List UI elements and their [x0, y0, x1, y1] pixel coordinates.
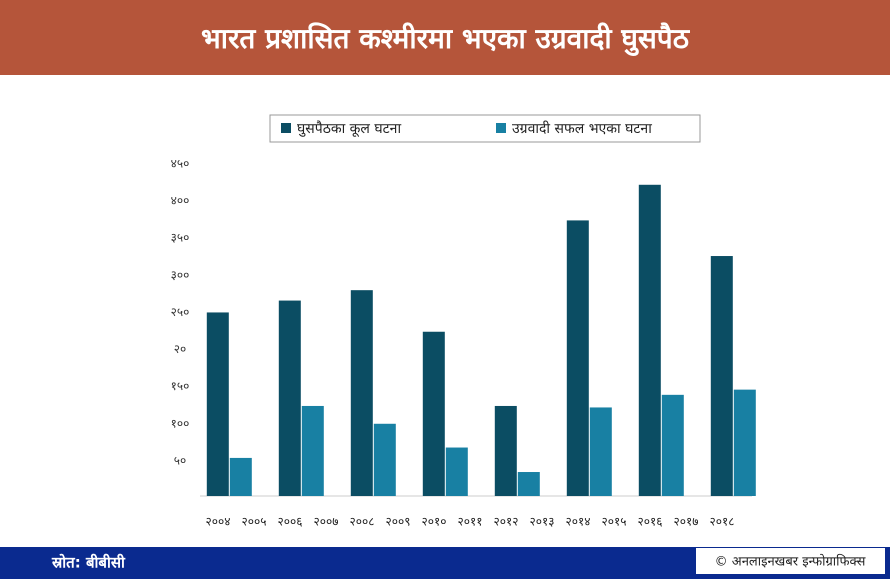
legend-box	[269, 114, 701, 143]
y-tick-label: १५०	[171, 379, 190, 393]
y-tick-label: ३००	[171, 268, 190, 282]
x-tick-label: २००६	[278, 515, 303, 529]
title: भारत प्रशासित कश्मीरमा भएका उग्रवादी घुस…	[201, 22, 691, 56]
x-tick-label: २००५	[242, 515, 267, 529]
x-tick-label: २००७	[314, 515, 339, 529]
bar	[589, 407, 612, 496]
bar	[422, 331, 445, 496]
x-tick-label: २०१३	[530, 515, 555, 529]
bar	[638, 184, 661, 496]
bar	[206, 312, 229, 496]
credit-box	[696, 548, 885, 574]
legend-swatch	[281, 123, 291, 133]
bar	[566, 220, 589, 497]
y-tick-label: २०	[174, 342, 186, 356]
x-tick-label: २००८	[350, 515, 375, 529]
title-bar	[0, 0, 890, 75]
credit: © अनलाइनखबर इन्फोग्राफिक्स	[715, 554, 866, 570]
bar	[710, 256, 733, 496]
y-tick-label: २५०	[171, 305, 190, 319]
y-tick-label: १००	[171, 416, 190, 430]
legend-label: उग्रवादी सफल भएका घटना	[512, 120, 652, 137]
legend-swatch	[496, 123, 506, 133]
x-tick-label: २०१४	[566, 515, 591, 529]
x-tick-label: २०११	[458, 515, 483, 529]
x-tick-label: २००९	[386, 515, 411, 529]
bar	[661, 394, 684, 496]
bar	[278, 300, 301, 496]
x-tick-label: २०१७	[674, 515, 699, 529]
bar	[301, 405, 324, 496]
y-tick-label: ४००	[171, 194, 190, 208]
x-tick-label: २०१२	[494, 515, 519, 529]
bar	[373, 423, 396, 496]
y-tick-label: ३५०	[171, 231, 190, 245]
bar	[229, 457, 252, 496]
x-tick-label: २००४	[206, 515, 231, 529]
bar	[445, 447, 468, 496]
y-tick-label: ५०	[174, 453, 186, 467]
x-tick-label: २०१०	[422, 515, 447, 529]
x-tick-label: २०१६	[638, 515, 663, 529]
bar	[733, 389, 756, 496]
y-tick-label: ४५०	[171, 157, 190, 171]
bar	[494, 405, 517, 496]
bar	[517, 472, 540, 496]
x-tick-label: २०१८	[710, 515, 735, 529]
legend-label: घुसपैठका कूल घटना	[297, 120, 401, 137]
bar	[350, 290, 373, 496]
source: स्रोत: बीबीसी	[51, 554, 126, 572]
x-tick-label: २०१५	[602, 515, 627, 529]
